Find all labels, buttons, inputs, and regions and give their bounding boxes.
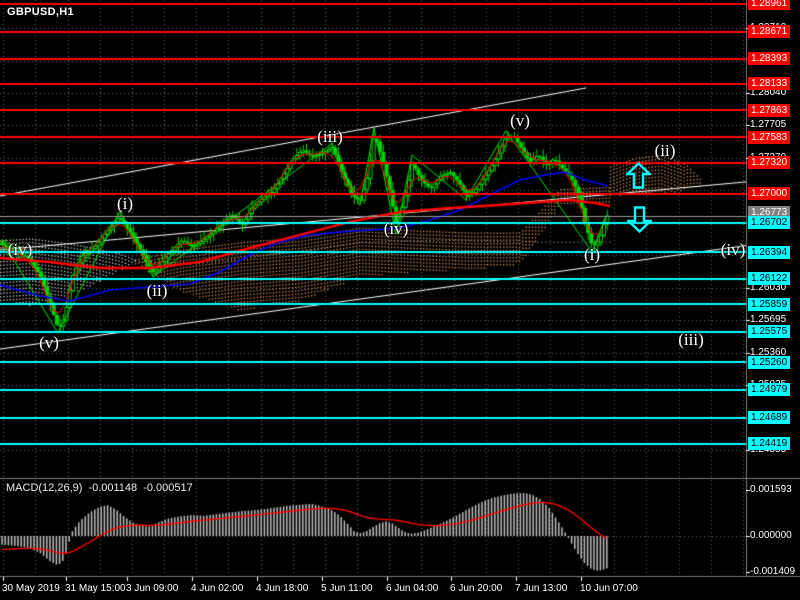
- time-axis-label: 31 May 15:00: [65, 583, 126, 594]
- wave-label[interactable]: (iv): [383, 219, 409, 238]
- support-price-badge: 1.25859: [748, 297, 791, 311]
- time-axis-label: 6 Jun 04:00: [386, 583, 439, 594]
- wave-label[interactable]: (ii): [654, 141, 676, 160]
- time-axis-label: 6 Jun 20:00: [450, 583, 503, 594]
- resistance-price-badge: 1.28133: [748, 77, 791, 91]
- wave-label[interactable]: (i): [116, 194, 134, 213]
- support-price-badge: 1.26702: [748, 216, 791, 230]
- macd-axis-label: 0.000000: [750, 530, 792, 541]
- macd-axis-label: 0.001593: [750, 484, 792, 495]
- price-tick-label: 1.26030: [750, 281, 787, 293]
- time-axis-label: 4 Jun 02:00: [191, 583, 244, 594]
- support-price-badge: 1.24979: [748, 383, 791, 397]
- wave-label[interactable]: (iv): [7, 240, 33, 259]
- resistance-price-badge: 1.28671: [748, 25, 791, 39]
- time-axis-label: 7 Jun 13:00: [515, 583, 568, 594]
- price-tick-label: 1.27705: [750, 119, 787, 131]
- wave-label[interactable]: (iv): [720, 240, 746, 259]
- wave-label[interactable]: (i): [583, 245, 601, 264]
- resistance-price-badge: 1.27000: [748, 187, 791, 201]
- time-axis-label: 4 Jun 18:00: [256, 583, 309, 594]
- support-price-badge: 1.26122: [748, 272, 791, 286]
- resistance-price-badge: 1.27583: [748, 130, 791, 144]
- price-tick-label: 1.25360: [750, 346, 787, 358]
- price-tick-label: 1.25695: [750, 314, 787, 326]
- wave-label[interactable]: (v): [39, 333, 59, 352]
- wave-label[interactable]: (ii): [146, 281, 168, 300]
- wave-label[interactable]: (iii): [317, 127, 343, 146]
- resistance-price-badge: 1.27863: [748, 103, 791, 117]
- resistance-price-badge: 1.28393: [748, 52, 791, 66]
- up-arrow-icon[interactable]: [626, 162, 651, 189]
- wave-label[interactable]: (iii): [678, 330, 704, 349]
- time-axis-label: 30 May 2019: [2, 583, 60, 594]
- time-axis-label: 3 Jun 09:00: [126, 583, 179, 594]
- price-tick-label: 1.28040: [750, 87, 787, 98]
- time-axis-label: 10 Jun 07:00: [580, 583, 638, 594]
- resistance-price-badge: 1.27320: [748, 156, 791, 170]
- support-price-badge: 1.25575: [748, 325, 791, 339]
- macd-axis-label: -0.001409: [750, 566, 796, 577]
- time-axis-label: 5 Jun 11:00: [321, 583, 373, 594]
- support-price-badge: 1.26394: [748, 245, 791, 259]
- current-price-badge: 1.26773: [748, 205, 791, 219]
- wave-label[interactable]: (v): [510, 111, 530, 130]
- resistance-price-badge: 1.28961: [748, 0, 791, 11]
- support-price-badge: 1.24419: [748, 437, 791, 451]
- support-price-badge: 1.24689: [748, 411, 791, 425]
- support-price-badge: 1.25260: [748, 355, 791, 369]
- down-arrow-icon[interactable]: [627, 206, 652, 233]
